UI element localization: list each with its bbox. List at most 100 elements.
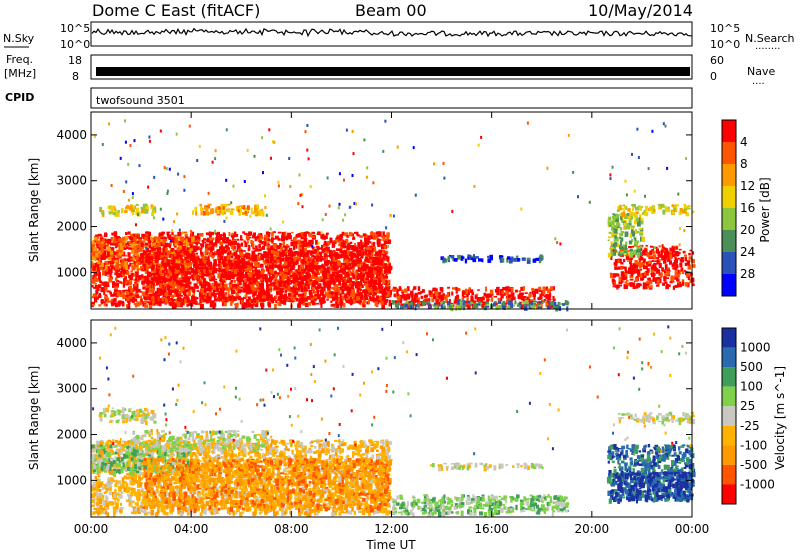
heatmap-cell	[635, 263, 638, 269]
heatmap-cell	[371, 233, 376, 236]
heatmap-cell	[457, 299, 461, 302]
heatmap-cell	[373, 250, 377, 253]
heatmap-cell	[148, 301, 153, 305]
heatmap-cell	[94, 285, 98, 287]
heatmap-cell	[106, 290, 111, 293]
heatmap-cell	[143, 256, 147, 259]
heatmap-cell	[115, 287, 118, 290]
heatmap-cell	[144, 262, 147, 265]
heatmap-cell	[493, 301, 497, 307]
heatmap-cell	[96, 244, 99, 249]
heatmap-cell	[222, 246, 226, 251]
heatmap-cell	[334, 271, 337, 274]
heatmap-cell	[308, 280, 312, 284]
heatmap-cell	[127, 299, 132, 302]
heatmap-cell	[383, 299, 387, 305]
heatmap-cell	[205, 292, 209, 296]
heatmap-cell	[307, 302, 312, 306]
heatmap-cell	[109, 242, 114, 246]
heatmap-cell	[161, 260, 166, 263]
heatmap-cell	[624, 266, 627, 271]
heatmap-cell	[248, 280, 252, 285]
heatmap-cell	[229, 283, 232, 288]
heatmap-cell	[502, 287, 506, 291]
heatmap-cell	[255, 277, 258, 283]
heatmap-cell	[268, 232, 271, 235]
heatmap-cell	[461, 297, 465, 301]
heatmap-cell	[186, 278, 189, 283]
heatmap-cell	[246, 254, 251, 259]
heatmap-cell	[100, 262, 104, 267]
heatmap-cell	[374, 301, 379, 307]
heatmap-cell	[109, 250, 114, 255]
heatmap-cell	[474, 294, 478, 300]
heatmap-cell	[238, 289, 243, 293]
heatmap-cell	[167, 278, 172, 282]
heatmap-cell	[329, 266, 332, 269]
heatmap-cell	[177, 291, 181, 294]
heatmap-cell	[177, 268, 181, 273]
heatmap-cell	[242, 289, 245, 292]
heatmap-cell	[552, 295, 555, 301]
heatmap-cell	[250, 255, 253, 261]
heatmap-cell	[372, 259, 376, 264]
heatmap-cell	[207, 203, 212, 206]
heatmap-cell	[344, 280, 348, 283]
heatmap-cell	[224, 259, 227, 262]
heatmap-cell	[356, 275, 360, 280]
heatmap-cell	[269, 253, 274, 257]
heatmap-cell	[279, 296, 282, 299]
heatmap-cell	[387, 285, 391, 289]
heatmap-cell	[133, 302, 136, 306]
heatmap-cell	[282, 274, 286, 278]
heatmap-cell	[172, 256, 176, 260]
heatmap-cell	[285, 256, 288, 260]
nave-bottom-tick: 0	[710, 70, 717, 83]
heatmap-cell	[244, 281, 247, 287]
heatmap-cell	[238, 208, 242, 213]
heatmap-cell	[365, 234, 368, 240]
heatmap-cell	[267, 248, 270, 250]
heatmap-cell	[362, 303, 365, 308]
heatmap-cell	[347, 299, 351, 302]
heatmap-cell	[340, 253, 344, 259]
heatmap-cell	[117, 259, 120, 265]
heatmap-cell	[138, 301, 142, 306]
heatmap-cell	[167, 279, 171, 285]
heatmap-cell	[231, 232, 236, 237]
heatmap-cell	[485, 305, 490, 308]
heatmap-cell	[393, 293, 398, 298]
heatmap-cell	[233, 279, 236, 283]
heatmap-cell	[262, 245, 265, 250]
heatmap-cell	[185, 268, 190, 271]
heatmap-cell	[249, 254, 252, 258]
heatmap-cell	[277, 238, 281, 241]
heatmap-cell	[160, 235, 163, 237]
heatmap-cell	[160, 285, 164, 288]
heatmap-cell	[260, 255, 265, 260]
heatmap-cell	[220, 248, 223, 252]
heatmap-cell	[301, 231, 304, 237]
heatmap-cell	[387, 290, 390, 296]
heatmap-cell	[356, 234, 360, 237]
heatmap-cell	[312, 291, 315, 294]
heatmap-cell	[152, 261, 155, 263]
heatmap-cell	[133, 284, 136, 290]
heatmap-cell	[193, 250, 197, 252]
heatmap-cell	[348, 262, 352, 266]
heatmap-cell	[147, 296, 150, 299]
heatmap-cell	[158, 277, 162, 283]
heatmap-cell	[353, 295, 358, 301]
heatmap-cell	[342, 279, 345, 285]
heatmap-cell	[286, 282, 289, 285]
heatmap-cell	[287, 257, 290, 262]
heatmap-cell	[372, 283, 376, 289]
heatmap-cell	[311, 286, 315, 291]
heatmap-cell	[272, 281, 276, 287]
heatmap-cell	[358, 249, 363, 253]
heatmap-cell	[131, 299, 135, 303]
heatmap-cell	[467, 254, 471, 257]
heatmap-cell	[253, 270, 257, 274]
heatmap-cell	[239, 248, 242, 251]
heatmap-cell	[239, 278, 243, 282]
